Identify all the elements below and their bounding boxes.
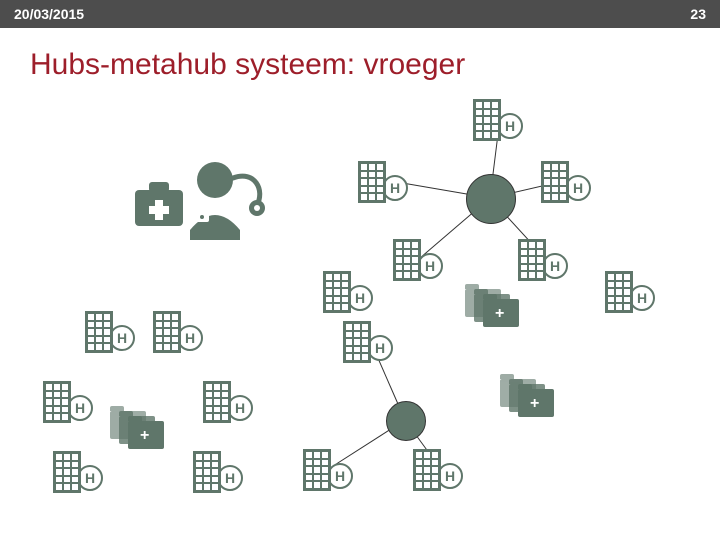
hospital-node: H [605,267,659,313]
hospital-node: H [303,445,357,491]
medical-folders-icon: + [500,379,560,421]
hospital-node: H [53,447,107,493]
doctor-icon [135,150,245,240]
hospital-node: H [358,157,412,203]
hub-circle [466,174,516,224]
hub-circle [386,401,426,441]
hospital-node: H [43,377,97,423]
hospital-node: H [153,307,207,353]
hospital-node: H [85,307,139,353]
medical-folders-icon: + [465,289,525,331]
hospital-node: H [323,267,377,313]
hospital-node: H [413,445,467,491]
hospital-node: H [193,447,247,493]
hospital-node: H [473,95,527,141]
hospital-node: H [393,235,447,281]
medical-folders-icon: + [110,411,170,453]
hospital-node: H [203,377,257,423]
hospital-node: H [518,235,572,281]
hospital-node: H [541,157,595,203]
hospital-node: H [343,317,397,363]
